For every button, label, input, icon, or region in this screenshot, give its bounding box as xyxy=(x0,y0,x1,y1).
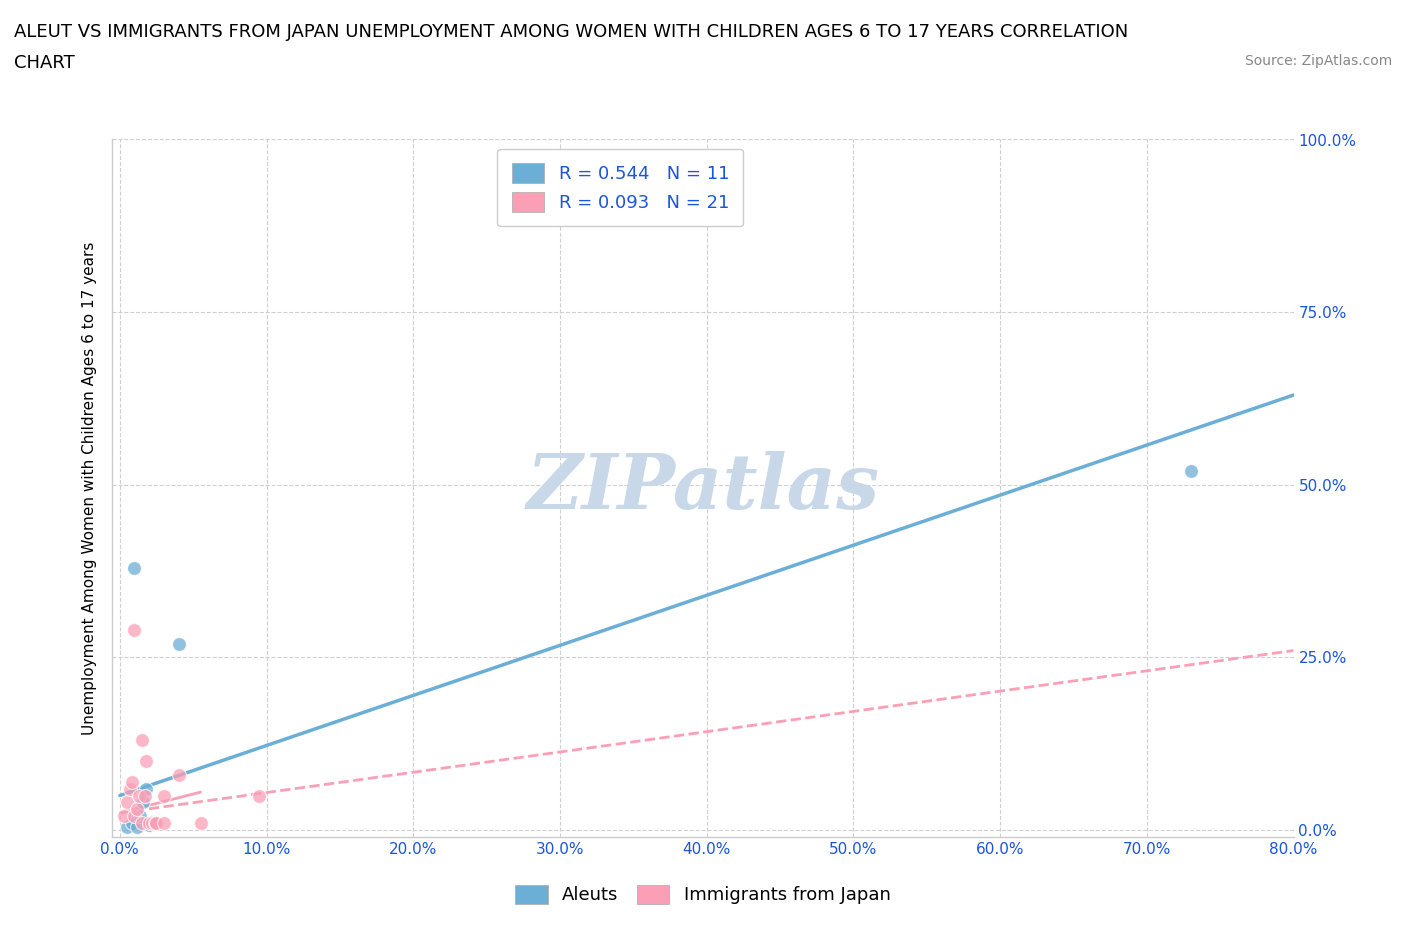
Text: ZIPatlas: ZIPatlas xyxy=(526,451,880,525)
Point xyxy=(167,767,190,782)
Point xyxy=(138,817,160,832)
Point xyxy=(115,795,138,810)
Point xyxy=(190,816,212,830)
Point xyxy=(128,788,150,803)
Point xyxy=(112,809,135,824)
Point xyxy=(124,809,146,824)
Point xyxy=(129,809,152,824)
Y-axis label: Unemployment Among Women with Children Ages 6 to 17 years: Unemployment Among Women with Children A… xyxy=(82,242,97,735)
Point xyxy=(124,560,146,575)
Point xyxy=(134,788,156,803)
Point xyxy=(143,816,166,830)
Point xyxy=(121,816,143,830)
Point xyxy=(120,781,142,796)
Point xyxy=(127,802,149,817)
Text: Source: ZipAtlas.com: Source: ZipAtlas.com xyxy=(1244,54,1392,68)
Point xyxy=(127,819,149,834)
Text: ALEUT VS IMMIGRANTS FROM JAPAN UNEMPLOYMENT AMONG WOMEN WITH CHILDREN AGES 6 TO : ALEUT VS IMMIGRANTS FROM JAPAN UNEMPLOYM… xyxy=(14,23,1128,41)
Legend: R = 0.544   N = 11, R = 0.093   N = 21: R = 0.544 N = 11, R = 0.093 N = 21 xyxy=(498,149,744,226)
Point xyxy=(132,795,155,810)
Point xyxy=(153,816,176,830)
Point xyxy=(115,819,138,834)
Point xyxy=(131,816,153,830)
Legend: Aleuts, Immigrants from Japan: Aleuts, Immigrants from Japan xyxy=(508,877,898,911)
Point xyxy=(1180,463,1202,478)
Point xyxy=(167,636,190,651)
Point xyxy=(247,788,270,803)
Point xyxy=(121,775,143,790)
Point xyxy=(138,816,160,830)
Point xyxy=(145,816,167,830)
Text: CHART: CHART xyxy=(14,54,75,72)
Point xyxy=(124,622,146,637)
Point xyxy=(135,781,157,796)
Point xyxy=(131,733,153,748)
Point xyxy=(141,815,163,830)
Point xyxy=(141,816,163,830)
Point xyxy=(135,753,157,768)
Point xyxy=(153,788,176,803)
